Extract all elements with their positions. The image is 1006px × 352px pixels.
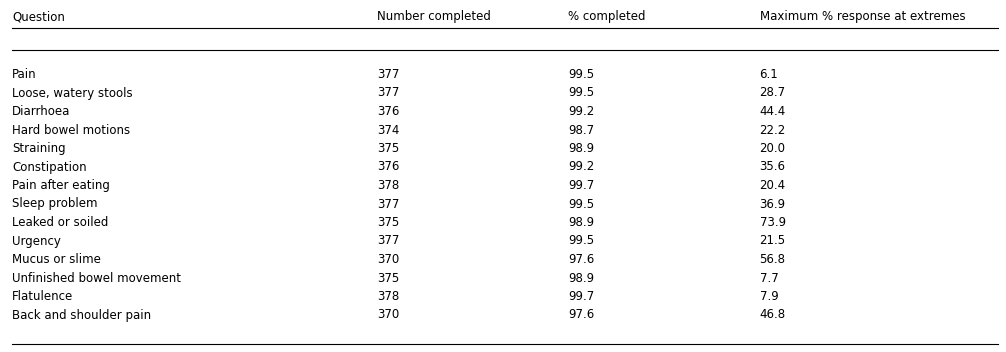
Text: 99.7: 99.7 [568,179,595,192]
Text: 377: 377 [377,197,399,210]
Text: 36.9: 36.9 [760,197,786,210]
Text: 44.4: 44.4 [760,105,786,118]
Text: Pain: Pain [12,68,36,81]
Text: 378: 378 [377,179,399,192]
Text: Pain after eating: Pain after eating [12,179,110,192]
Text: 99.5: 99.5 [568,87,595,100]
Text: 98.9: 98.9 [568,216,595,229]
Text: 99.5: 99.5 [568,68,595,81]
Text: Urgency: Urgency [12,234,61,247]
Text: 99.7: 99.7 [568,290,595,303]
Text: 98.9: 98.9 [568,142,595,155]
Text: Flatulence: Flatulence [12,290,73,303]
Text: 370: 370 [377,253,399,266]
Text: Sleep problem: Sleep problem [12,197,98,210]
Text: Unfinished bowel movement: Unfinished bowel movement [12,271,181,284]
Text: 99.5: 99.5 [568,234,595,247]
Text: Question: Question [12,10,65,23]
Text: 6.1: 6.1 [760,68,779,81]
Text: 97.6: 97.6 [568,308,595,321]
Text: Constipation: Constipation [12,161,87,174]
Text: 21.5: 21.5 [760,234,786,247]
Text: 377: 377 [377,68,399,81]
Text: Number completed: Number completed [377,10,491,23]
Text: 376: 376 [377,161,399,174]
Text: 375: 375 [377,271,399,284]
Text: 46.8: 46.8 [760,308,786,321]
Text: 370: 370 [377,308,399,321]
Text: 7.7: 7.7 [760,271,779,284]
Text: 35.6: 35.6 [760,161,786,174]
Text: Hard bowel motions: Hard bowel motions [12,124,130,137]
Text: 56.8: 56.8 [760,253,786,266]
Text: 7.9: 7.9 [760,290,779,303]
Text: Back and shoulder pain: Back and shoulder pain [12,308,151,321]
Text: 20.0: 20.0 [760,142,786,155]
Text: 99.5: 99.5 [568,197,595,210]
Text: 378: 378 [377,290,399,303]
Text: 377: 377 [377,234,399,247]
Text: % completed: % completed [568,10,646,23]
Text: Diarrhoea: Diarrhoea [12,105,70,118]
Text: 99.2: 99.2 [568,161,595,174]
Text: Straining: Straining [12,142,65,155]
Text: 98.7: 98.7 [568,124,595,137]
Text: 376: 376 [377,105,399,118]
Text: 97.6: 97.6 [568,253,595,266]
Text: 98.9: 98.9 [568,271,595,284]
Text: Mucus or slime: Mucus or slime [12,253,101,266]
Text: 73.9: 73.9 [760,216,786,229]
Text: 375: 375 [377,216,399,229]
Text: 377: 377 [377,87,399,100]
Text: 20.4: 20.4 [760,179,786,192]
Text: 375: 375 [377,142,399,155]
Text: 28.7: 28.7 [760,87,786,100]
Text: Leaked or soiled: Leaked or soiled [12,216,109,229]
Text: Maximum % response at extremes: Maximum % response at extremes [760,10,965,23]
Text: 374: 374 [377,124,399,137]
Text: Loose, watery stools: Loose, watery stools [12,87,133,100]
Text: 22.2: 22.2 [760,124,786,137]
Text: 99.2: 99.2 [568,105,595,118]
